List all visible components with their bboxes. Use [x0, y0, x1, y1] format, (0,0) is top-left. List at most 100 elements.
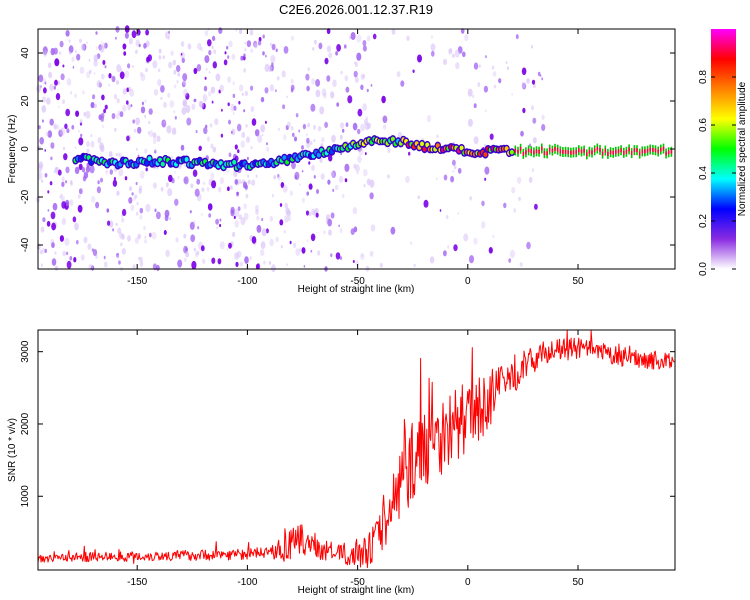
- spectrogram-ridge-cell: [530, 149, 532, 154]
- spectrogram-noise-cell: [122, 43, 127, 50]
- spectrogram-noise-cell: [132, 264, 136, 270]
- spectrogram-noise-cell: [240, 140, 246, 148]
- spectrogram-noise-cell: [408, 151, 411, 156]
- spectrogram-noise-cell: [532, 137, 537, 144]
- spectrogram-noise-cell: [37, 171, 43, 180]
- spectrogram-noise-cell: [171, 127, 177, 135]
- spectrogram-noise-cell: [124, 70, 130, 79]
- spectrogram-noise-cell: [154, 149, 157, 154]
- spectrogram-noise-cell: [244, 41, 246, 45]
- spectrogram-noise-cell: [516, 176, 522, 184]
- spectrogram-noise-cell: [97, 137, 102, 144]
- spectrogram-ridge-cell: [147, 156, 152, 162]
- spectrogram-noise-cell: [76, 53, 81, 61]
- spectrogram-noise-cell: [103, 261, 108, 268]
- spectrogram-noise-cell: [445, 214, 449, 220]
- spectrogram-noise-cell: [185, 247, 188, 252]
- spectrogram-noise-cell: [148, 130, 154, 137]
- spectrogram-noise-cell: [485, 55, 487, 59]
- spectrogram-noise-cell: [68, 45, 74, 54]
- spectrogram-noise-cell: [484, 166, 490, 175]
- spectrogram-noise-cell: [174, 170, 176, 174]
- spectrogram-noise-cell: [156, 135, 161, 142]
- spectrogram-noise-cell: [515, 34, 519, 40]
- spectrogram-noise-cell: [488, 247, 493, 254]
- spectrogram-noise-cell: [322, 92, 327, 99]
- spectrogram-noise-cell: [120, 242, 123, 247]
- spectrogram-noise-cell: [281, 70, 286, 78]
- spectrogram-noise-cell: [156, 211, 161, 220]
- spectrogram-noise-cell: [207, 39, 212, 47]
- spectrogram-noise-cell: [177, 259, 183, 268]
- spectrogram-ridge-cell: [525, 150, 527, 155]
- spectrogram-noise-cell: [301, 169, 304, 173]
- spectrogram-noise-cell: [37, 164, 43, 173]
- spectrogram-noise-cell: [238, 100, 241, 105]
- spectrogram-noise-cell: [224, 51, 227, 55]
- spectrogram-noise-cell: [273, 175, 277, 180]
- spectrogram-noise-cell: [265, 54, 267, 58]
- spectrogram-noise-cell: [198, 100, 203, 107]
- spectrogram-noise-cell: [324, 57, 329, 65]
- spectrogram-ridge-cell: [583, 148, 585, 153]
- spectrogram-noise-cell: [138, 256, 141, 261]
- spectrogram-ridge-cell: [575, 150, 577, 155]
- y-tick-label: -40: [20, 237, 31, 252]
- spectrogram-noise-cell: [328, 229, 332, 236]
- spectrogram-noise-cell: [167, 92, 171, 98]
- spectrogram-noise-cell: [55, 93, 61, 101]
- spectrogram-noise-cell: [261, 217, 264, 222]
- spectrogram-noise-cell: [198, 145, 202, 151]
- spectrogram-noise-cell: [285, 207, 290, 215]
- spectrogram-noise-cell: [275, 236, 279, 243]
- spectrogram-noise-cell: [256, 215, 260, 221]
- spectrogram-noise-cell: [284, 215, 289, 223]
- spectrogram-noise-cell: [534, 203, 538, 210]
- spectrogram-noise-cell: [162, 55, 165, 60]
- spectrogram-ridge-cell: [232, 159, 237, 165]
- spectrogram-noise-cell: [473, 62, 479, 70]
- spectrogram-noise-cell: [50, 142, 55, 149]
- spectrogram-noise-cell: [177, 175, 180, 180]
- spectrogram-noise-cell: [522, 107, 526, 114]
- spectrogram-noise-cell: [101, 73, 105, 80]
- spectrogram-noise-cell: [369, 192, 374, 200]
- spectrogram-noise-cell: [208, 49, 212, 56]
- spectrogram-noise-cell: [283, 46, 289, 54]
- spectrogram-noise-cell: [50, 211, 56, 220]
- spectrogram-noise-cell: [131, 192, 134, 196]
- spectrogram-noise-cell: [173, 110, 176, 114]
- spectrogram-noise-cell: [53, 123, 58, 130]
- spectrogram-noise-cell: [69, 199, 74, 206]
- spectrogram-noise-cell: [49, 181, 53, 186]
- spectrogram-noise-cell: [41, 96, 46, 103]
- spectrogram-noise-cell: [251, 179, 256, 186]
- spectrogram-noise-cell: [132, 65, 134, 68]
- spectrogram-noise-cell: [301, 197, 305, 203]
- spectrogram-noise-cell: [467, 88, 473, 97]
- spectrogram-noise-cell: [352, 122, 358, 131]
- spectrogram-noise-cell: [39, 137, 44, 145]
- spectrogram-noise-cell: [311, 164, 315, 171]
- spectrogram-noise-cell: [363, 183, 366, 188]
- spectrogram-noise-cell: [62, 250, 66, 257]
- spectrogram-noise-cell: [139, 207, 144, 214]
- spectrogram-noise-cell: [38, 125, 41, 130]
- spectrogram-noise-cell: [175, 237, 179, 243]
- spectrogram-noise-cell: [243, 109, 246, 113]
- spectrogram-noise-cell: [160, 85, 165, 93]
- spectrogram-noise-cell: [152, 182, 157, 189]
- spectrogram-noise-cell: [295, 248, 301, 256]
- spectrogram-noise-cell: [78, 137, 84, 146]
- spectrogram-noise-cell: [112, 228, 115, 232]
- spectrogram-noise-cell: [192, 169, 198, 177]
- spectrogram-noise-cell: [41, 119, 44, 123]
- spectrogram-noise-cell: [326, 28, 331, 35]
- spectrogram-noise-cell: [44, 248, 47, 253]
- spectrogram-noise-cell: [160, 187, 164, 192]
- spectrogram-noise-cell: [313, 39, 317, 45]
- spectrogram-noise-cell: [241, 131, 246, 138]
- spectrogram-noise-cell: [202, 258, 206, 265]
- spectrogram-noise-cell: [88, 69, 92, 75]
- colorbar-gradient: [711, 29, 736, 269]
